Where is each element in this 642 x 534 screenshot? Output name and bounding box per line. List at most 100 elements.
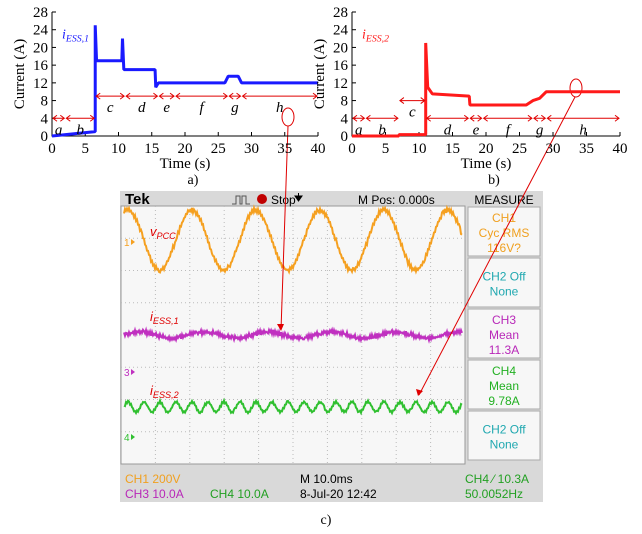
figure: TekStopM Pos: 0.000sMEASURECH1Cyc RMS116…: [0, 0, 642, 534]
brand: Tek: [125, 191, 150, 208]
x-axis-label: Time (s): [461, 156, 512, 172]
line-chart: 04812162024280510152025303540Current (A)…: [12, 5, 326, 188]
phase-span: [427, 115, 469, 121]
phase-span: [176, 93, 227, 99]
x-tick-label: 0: [48, 141, 56, 157]
phase-label: a: [355, 122, 363, 138]
label-sub: PCC: [157, 231, 177, 241]
phase-span: [547, 115, 619, 121]
phase-label: f: [200, 100, 206, 116]
x-tick-label: 30: [244, 141, 259, 157]
phase-label: e: [163, 100, 170, 116]
x-tick-label: 20: [178, 141, 193, 157]
phase-label: d: [138, 100, 146, 116]
caption: b): [488, 173, 500, 188]
phase-label: e: [473, 122, 480, 138]
label-sub: ESS,1: [153, 316, 179, 326]
y-axis-label: Current (A): [12, 39, 28, 109]
phase-label: g: [231, 100, 239, 116]
phase-span: [126, 93, 157, 99]
phase-label: c: [409, 105, 416, 121]
phase-span: [243, 93, 317, 99]
x-tick-label: 10: [412, 141, 427, 157]
measure-text: Mean: [489, 379, 519, 393]
label-sub: ESS,1: [65, 34, 89, 45]
x-axis-label: Time (s): [160, 156, 211, 172]
y-tick-label: 28: [33, 5, 48, 21]
measure-text: CH2 Off: [482, 270, 526, 284]
y-tick-label: 20: [333, 40, 348, 56]
x-tick-label: 15: [144, 141, 159, 157]
trace-label: iESS,1: [62, 28, 89, 45]
y-tick-label: 4: [41, 111, 49, 127]
measure-text: None: [490, 285, 519, 299]
x-tick-label: 25: [211, 141, 226, 157]
y-tick-label: 24: [33, 23, 49, 39]
highlight: [282, 108, 294, 126]
axes: [352, 12, 620, 136]
phase-span: [534, 115, 545, 121]
measure-text: CH2 Off: [482, 423, 526, 437]
measure-text: None: [490, 438, 519, 452]
measure-text: 9.78A: [488, 394, 519, 408]
label-sub: ESS,2: [153, 390, 179, 400]
y-tick-label: 16: [33, 58, 49, 74]
x-tick-label: 35: [277, 141, 292, 157]
measure-title: MEASURE: [474, 193, 533, 207]
y-tick-label: 16: [333, 58, 349, 74]
phase-label: b: [378, 122, 386, 138]
x-tick-label: 5: [382, 141, 390, 157]
phase-label: a: [55, 122, 63, 138]
measure-text: 11.3A: [489, 343, 519, 357]
y-tick-label: 20: [33, 40, 48, 56]
channel-marker: 1: [124, 238, 130, 249]
y-tick-label: 8: [341, 94, 349, 110]
phase-span: [366, 115, 398, 121]
phase-label: g: [536, 122, 544, 138]
status: Stop: [271, 193, 296, 207]
y-tick-label: 0: [341, 129, 349, 145]
y-tick-label: 0: [41, 129, 49, 145]
axes: [52, 12, 318, 136]
phase-span: [229, 93, 240, 99]
x-tick-label: 40: [311, 141, 326, 157]
footer-text: CH4 ⁄ 10.3A: [465, 472, 529, 486]
y-tick-label: 24: [333, 23, 349, 39]
phase-label: c: [107, 100, 114, 116]
phase-label: d: [444, 122, 452, 138]
x-tick-label: 20: [479, 141, 494, 157]
measure-text: Mean: [489, 328, 519, 342]
x-tick-label: 15: [445, 141, 460, 157]
phase-span: [470, 115, 481, 121]
channel-marker: 3: [124, 368, 130, 379]
y-axis-label: Current (A): [312, 39, 328, 109]
measure-text: CH3: [492, 313, 516, 327]
y-tick-label: 28: [333, 5, 348, 21]
stop-icon: [257, 194, 267, 204]
channel-marker: 4: [124, 433, 130, 444]
footer-text: CH1 200V: [125, 472, 180, 486]
phase-span: [353, 115, 364, 121]
y-tick-label: 12: [33, 76, 48, 92]
x-tick-label: 0: [348, 141, 356, 157]
phase-span: [159, 93, 174, 99]
y-tick-label: 4: [341, 111, 349, 127]
phase-span: [66, 115, 94, 121]
x-tick-label: 35: [579, 141, 594, 157]
caption: c): [321, 513, 332, 528]
phase-span: [96, 93, 124, 99]
measure-text: CH1: [492, 211, 516, 225]
y-tick-label: 8: [41, 94, 49, 110]
caption: a): [188, 173, 199, 188]
y-tick-label: 12: [333, 76, 348, 92]
footer-text: 8-Jul-20 12:42: [300, 487, 377, 501]
measure-text: 116V?: [487, 241, 521, 255]
label-sub: ESS,2: [365, 34, 389, 45]
position: M Pos: 0.000s: [358, 193, 435, 207]
phase-span: [400, 98, 425, 104]
phase-label: h: [579, 122, 587, 138]
phase-label: h: [276, 100, 284, 116]
phase-span: [53, 115, 64, 121]
